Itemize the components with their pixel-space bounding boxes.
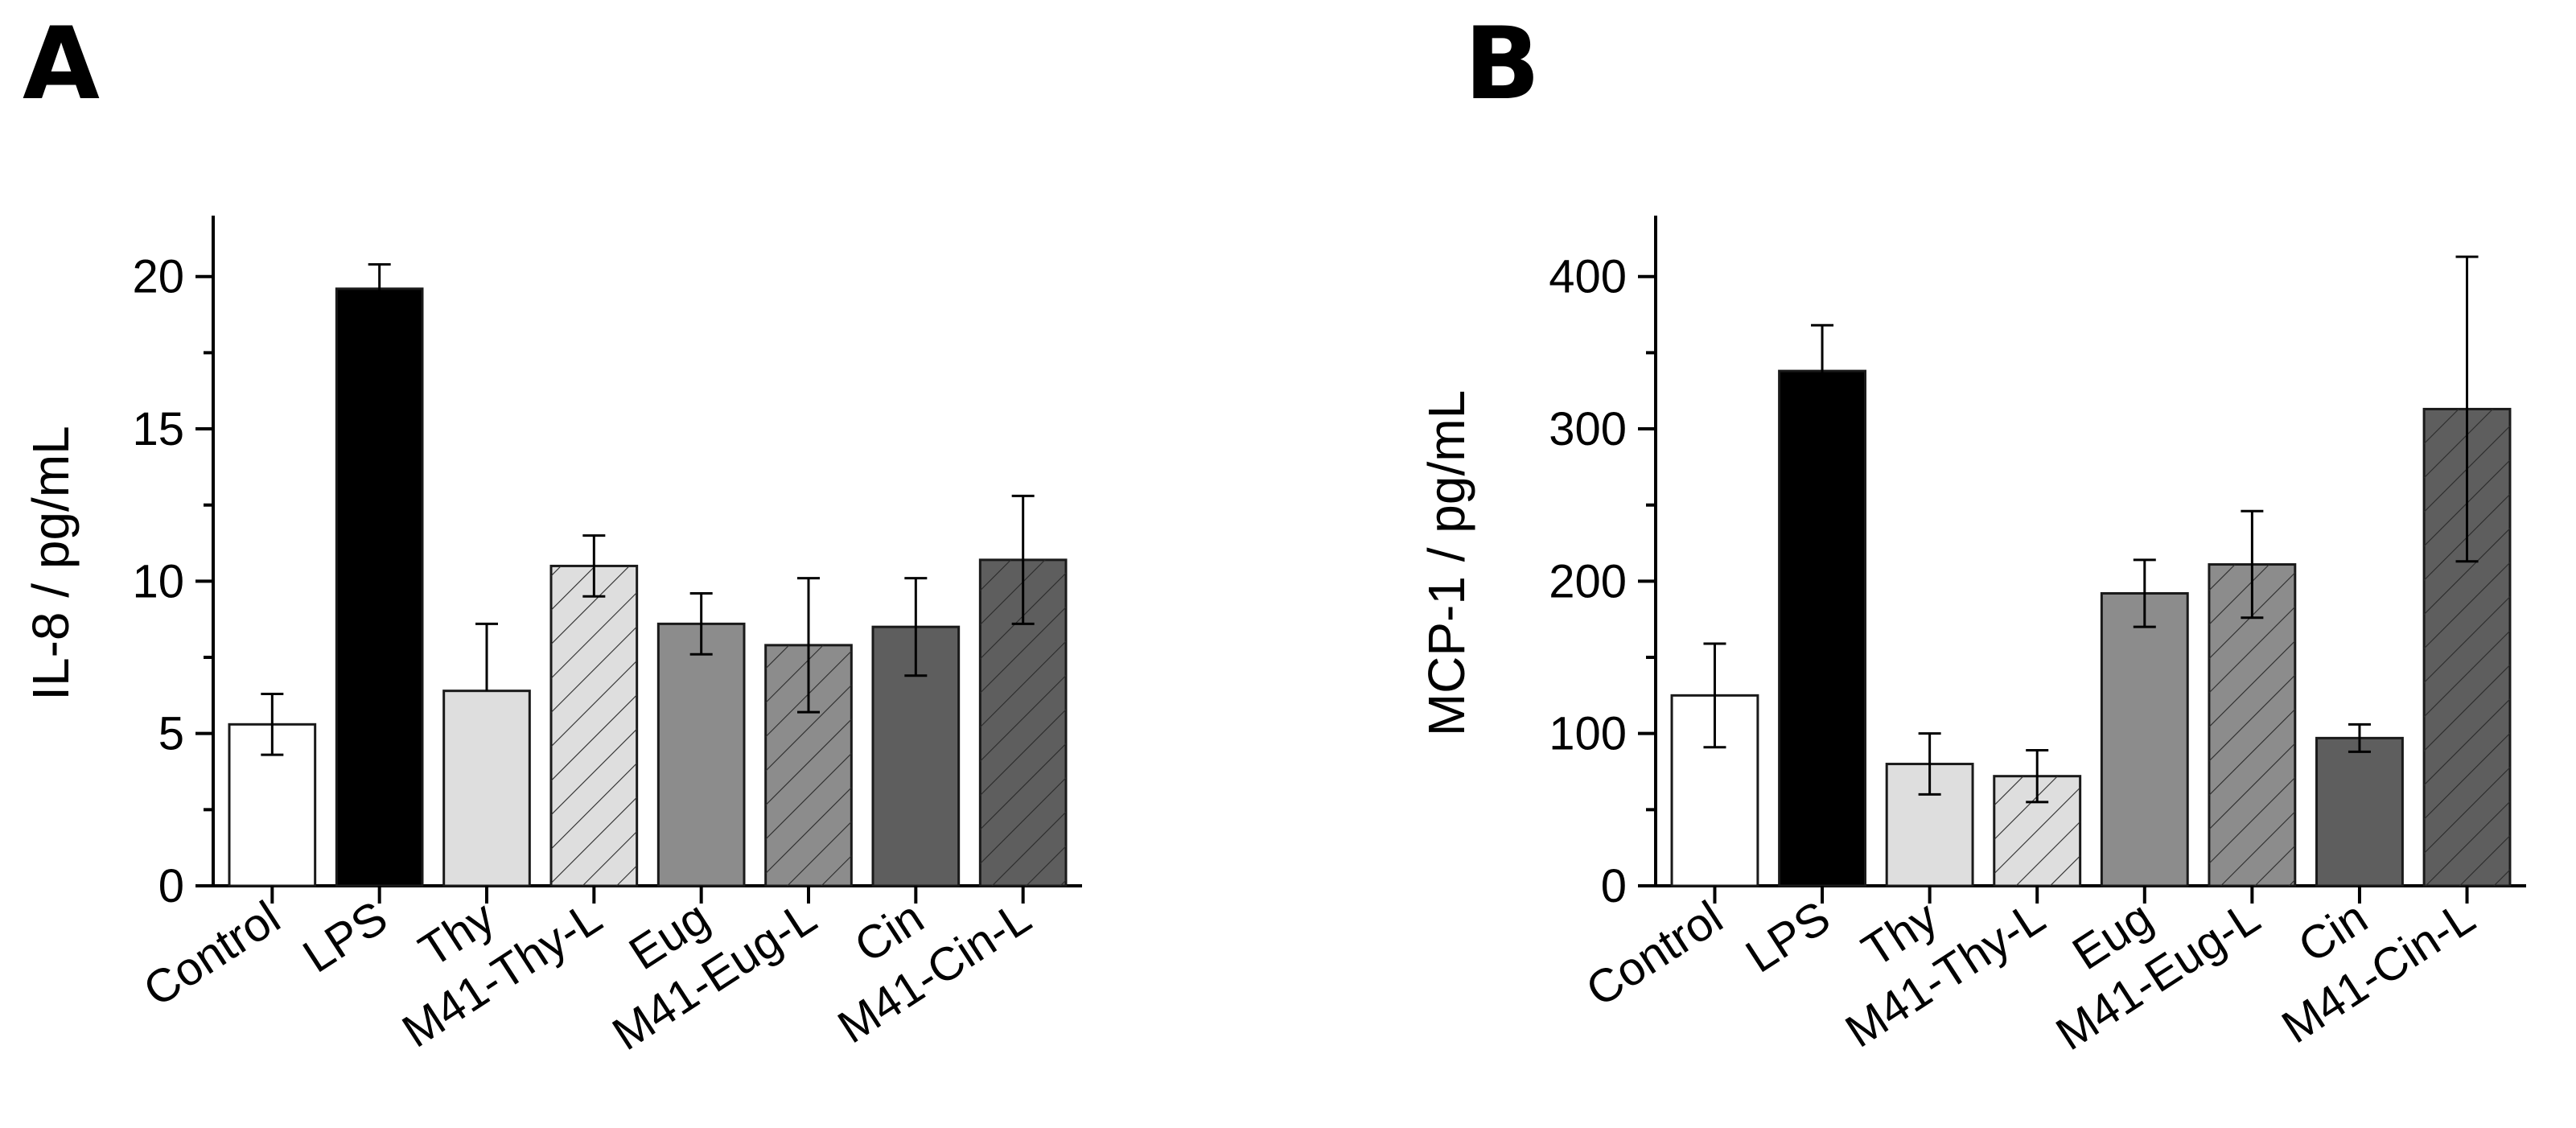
bar-eug	[656, 622, 746, 887]
y-tick-label: 200	[1549, 555, 1627, 607]
panel-letter-a: A	[23, 6, 100, 122]
x-tick-label: M41-Cin-L	[829, 891, 1039, 1053]
x-tick-label: M41-Thy-L	[393, 891, 611, 1057]
panel-letter-b: B	[1464, 6, 1541, 122]
bar-lps	[335, 287, 424, 887]
y-axis-title: IL-8 / pg/mL	[22, 426, 80, 701]
y-tick-label: 300	[1549, 403, 1627, 455]
y-tick-label: 5	[158, 708, 184, 760]
bar-lps	[1778, 369, 1866, 887]
x-tick-label: M41-Eug-L	[2047, 891, 2269, 1060]
y-tick-label: 20	[132, 251, 184, 303]
y-axis-title: MCP-1 / pg/mL	[1418, 390, 1475, 736]
y-tick-label: 0	[1601, 860, 1627, 912]
x-tick-label: M41-Eug-L	[603, 891, 825, 1060]
bar-hatch-m41-thy-l	[551, 566, 637, 886]
y-tick-label: 15	[132, 403, 184, 455]
bar-cin	[2315, 736, 2404, 887]
x-tick-label: M41-Thy-L	[1837, 891, 2055, 1057]
bar-thy	[442, 690, 531, 887]
y-tick-label: 100	[1549, 708, 1627, 760]
y-tick-label: 10	[132, 555, 184, 607]
x-tick-label: LPS	[294, 891, 396, 982]
x-tick-label: M41-Cin-L	[2273, 891, 2483, 1053]
y-tick-label: 0	[158, 860, 184, 912]
x-tick-label: LPS	[1737, 891, 1839, 982]
bar-eug	[2100, 592, 2189, 887]
y-tick-label: 400	[1549, 251, 1627, 303]
